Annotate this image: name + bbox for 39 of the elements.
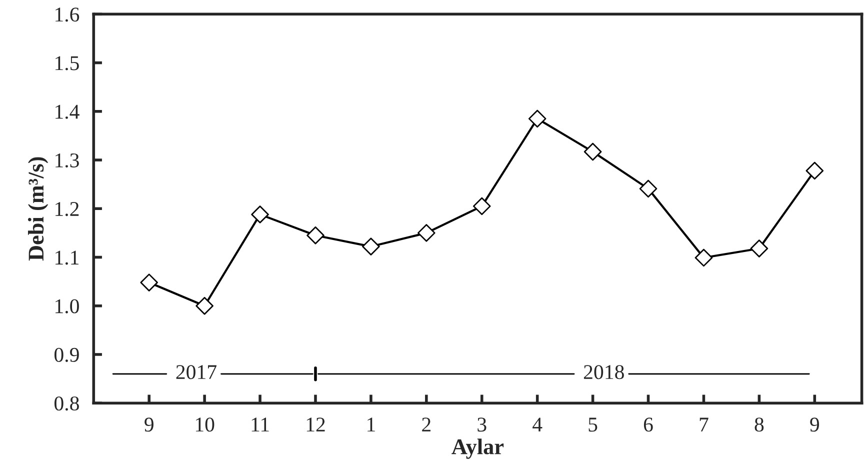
point (694, 248, 713, 267)
point (806, 162, 824, 180)
x-tick-label: 9 (144, 418, 154, 432)
x-tick-label: 10 (196, 418, 214, 432)
y-tick-label: 0.9 (54, 348, 79, 362)
x-tick-label: 6 (644, 418, 653, 432)
point (306, 226, 324, 244)
y-tick-label: 0.8 (54, 396, 79, 411)
point (362, 238, 380, 256)
x-tick-label: 3 (478, 418, 486, 432)
y-tick-label: 1.4 (56, 104, 80, 119)
point (472, 197, 491, 216)
y-tick-label: 1.2 (56, 202, 79, 216)
x-tick-label: 4 (532, 418, 542, 432)
x-tick-label: 2 (422, 418, 430, 432)
y-tick-label: 1.3 (56, 153, 79, 168)
x-tick-label: 11 (252, 418, 269, 432)
y-tick-label: 1.0 (56, 299, 79, 314)
point (418, 224, 436, 242)
x-tick-label: 12 (306, 418, 325, 432)
point (584, 142, 602, 161)
point (750, 240, 768, 258)
x-tick-label: 8 (754, 418, 764, 432)
x-tick-label: 5 (588, 418, 598, 432)
point (196, 296, 214, 315)
x-tick-label: 9 (810, 418, 820, 432)
annotation: 2017 (176, 365, 216, 380)
point (251, 206, 269, 224)
x-tick-label: 1 (368, 418, 375, 432)
x-axis-title: Aylar (452, 438, 504, 459)
y-tick-label: 1.1 (56, 250, 78, 265)
y-axis-title: Debi (m³/s) (28, 157, 48, 261)
y-tick-label: 1.5 (56, 56, 79, 70)
y-tick-label: 1.6 (56, 8, 80, 22)
point (140, 274, 158, 292)
point (639, 180, 658, 198)
point (528, 110, 546, 128)
x-tick-label: 7 (700, 418, 708, 432)
annotation: 2018 (584, 365, 624, 380)
